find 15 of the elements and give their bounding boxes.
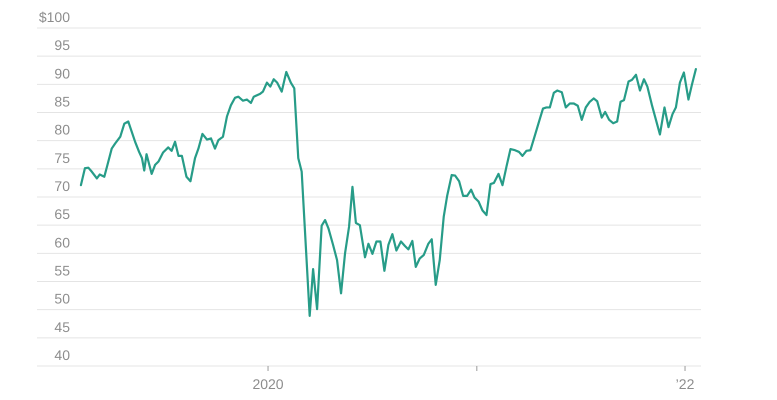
y-tick-label: 90 (54, 65, 70, 82)
y-tick-label: 60 (54, 234, 70, 250)
y-tick-label: $100 (38, 9, 70, 25)
x-tick-label: 2020 (252, 376, 284, 392)
y-tick-label: 75 (54, 150, 70, 166)
x-tick-label: ’22 (676, 376, 695, 392)
y-tick-label: 50 (54, 290, 70, 307)
y-tick-label: 40 (54, 347, 70, 363)
y-tick-label: 95 (54, 37, 70, 54)
y-tick-label: 85 (54, 94, 70, 110)
y-tick-label: 65 (54, 206, 70, 222)
y-tick-label: 80 (54, 122, 70, 138)
y-tick-label: 55 (54, 262, 70, 278)
y-tick-label: 45 (54, 318, 70, 335)
y-tick-label: 70 (54, 178, 70, 194)
